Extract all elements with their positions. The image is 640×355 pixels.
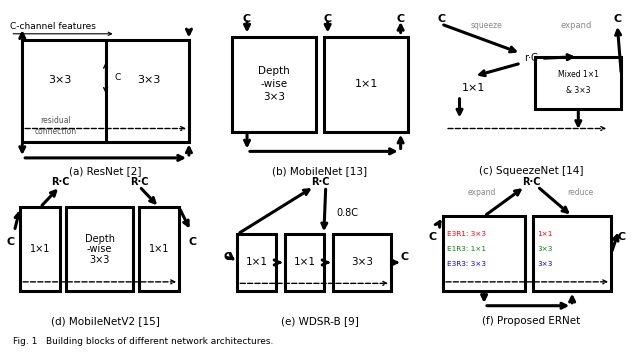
Text: 3×3: 3×3 xyxy=(538,246,553,252)
Text: C: C xyxy=(397,14,404,24)
Text: 3×3: 3×3 xyxy=(48,75,72,84)
Text: Depth: Depth xyxy=(258,66,290,76)
Text: (f) Proposed ERNet: (f) Proposed ERNet xyxy=(482,316,580,326)
Text: reduce: reduce xyxy=(567,188,593,197)
Text: C: C xyxy=(224,252,232,262)
Bar xyxy=(333,234,391,291)
Text: connection: connection xyxy=(35,127,77,136)
Text: R·C: R·C xyxy=(130,177,148,187)
Bar xyxy=(22,40,189,142)
Text: C: C xyxy=(401,252,408,262)
Bar xyxy=(237,234,276,291)
Text: Fig. 1   Building blocks of different network architectures.: Fig. 1 Building blocks of different netw… xyxy=(13,337,273,346)
Text: -wise: -wise xyxy=(260,80,287,89)
Text: 1×1: 1×1 xyxy=(246,257,268,267)
Text: (e) WDSR-B [9]: (e) WDSR-B [9] xyxy=(281,316,359,326)
Text: C: C xyxy=(613,14,621,24)
Bar xyxy=(232,37,316,132)
Text: expand: expand xyxy=(468,188,496,197)
Bar xyxy=(140,207,179,291)
Text: C: C xyxy=(429,232,437,242)
Text: R·C: R·C xyxy=(51,177,69,187)
Text: 1×1: 1×1 xyxy=(355,80,378,89)
Text: 3×3: 3×3 xyxy=(263,93,285,103)
Text: C-channel features: C-channel features xyxy=(10,22,96,31)
Text: 1×1: 1×1 xyxy=(149,244,170,254)
Text: 1×1: 1×1 xyxy=(538,231,553,237)
Text: & 3×3: & 3×3 xyxy=(566,86,591,95)
Text: R·C: R·C xyxy=(522,177,540,187)
Bar xyxy=(285,234,324,291)
Bar xyxy=(535,57,621,109)
Text: 3×3: 3×3 xyxy=(351,257,373,267)
Text: 1×1: 1×1 xyxy=(294,257,316,267)
Bar xyxy=(66,207,133,291)
Text: expand: expand xyxy=(561,21,592,30)
Text: 3×3: 3×3 xyxy=(138,75,161,84)
Text: C: C xyxy=(6,237,15,247)
Text: (b) MobileNet [13]: (b) MobileNet [13] xyxy=(273,166,367,176)
Text: 1×1: 1×1 xyxy=(30,244,51,254)
Text: C: C xyxy=(617,232,625,242)
Text: residual: residual xyxy=(40,116,72,125)
Text: (d) MobileNetV2 [15]: (d) MobileNetV2 [15] xyxy=(51,316,160,326)
Text: -wise: -wise xyxy=(87,244,113,254)
Text: 1×1: 1×1 xyxy=(462,83,486,93)
Text: 3×3: 3×3 xyxy=(538,261,553,267)
Text: 0.8C: 0.8C xyxy=(336,208,358,218)
Text: (c) SqueezeNet [14]: (c) SqueezeNet [14] xyxy=(479,166,584,176)
Text: C: C xyxy=(189,237,197,247)
Text: E3R3: 3×3: E3R3: 3×3 xyxy=(447,261,486,267)
Text: E3R1: 3×3: E3R1: 3×3 xyxy=(447,231,486,237)
Text: R·C: R·C xyxy=(311,177,329,187)
Text: C: C xyxy=(115,73,120,82)
Text: r·C: r·C xyxy=(524,53,538,63)
Bar xyxy=(443,216,525,291)
Bar xyxy=(324,37,408,132)
Bar xyxy=(20,207,60,291)
Text: C: C xyxy=(243,14,251,24)
Text: E1R3: 1×1: E1R3: 1×1 xyxy=(447,246,486,252)
Text: C: C xyxy=(324,14,332,24)
Text: squeeze: squeeze xyxy=(470,21,502,30)
Bar xyxy=(533,216,611,291)
Text: Mixed 1×1: Mixed 1×1 xyxy=(558,70,599,80)
Text: (a) ResNet [2]: (a) ResNet [2] xyxy=(69,166,142,176)
Text: 3×3: 3×3 xyxy=(90,255,110,264)
Text: C: C xyxy=(437,14,445,24)
Text: Depth: Depth xyxy=(84,234,115,244)
